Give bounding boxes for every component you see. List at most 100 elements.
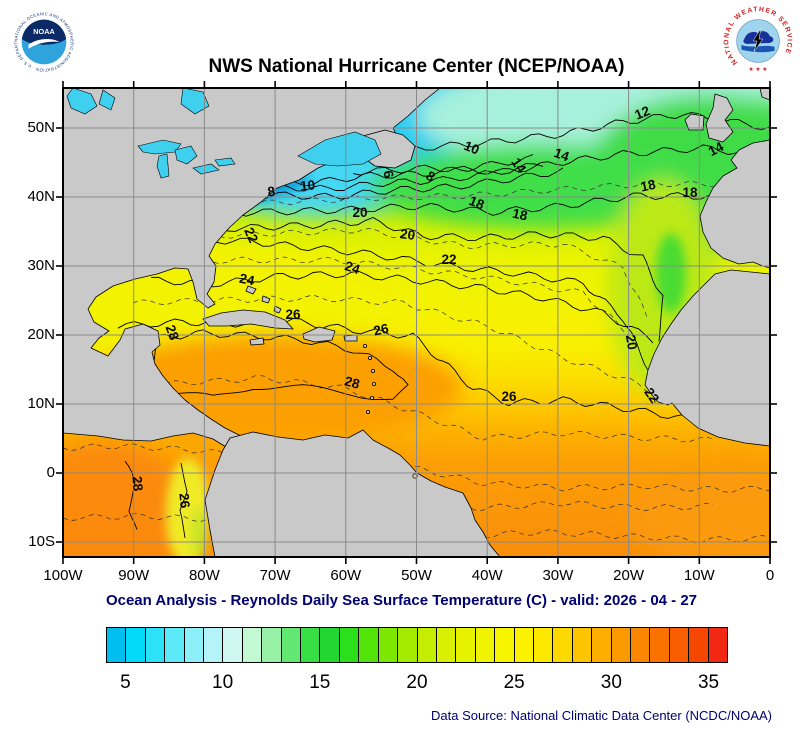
colorbar-cell-21 — [436, 628, 457, 662]
contour-label-26: 26 — [285, 307, 301, 322]
nws-stars: ★ ★ ★ — [749, 66, 768, 73]
land-antilles-4 — [371, 381, 376, 386]
contour-label-24: 24 — [343, 258, 362, 277]
colorbar-cell-15 — [320, 628, 340, 662]
land-cuba — [202, 309, 294, 330]
lon-label-60W: 60W — [330, 567, 362, 584]
contour-label-18: 18 — [682, 185, 698, 200]
nws-sea-icon — [741, 44, 775, 53]
lat-label-20N: 20N — [27, 326, 55, 343]
lon-label-0: 0 — [765, 567, 775, 584]
noaa-logo: NATIONAL OCEANIC AND ATMOSPHERIC ADMINIS… — [10, 8, 78, 76]
colorbar-cell-23 — [475, 628, 496, 662]
contour-label-10: 10 — [462, 138, 482, 158]
noaa-seagull-icon — [28, 38, 60, 49]
colorbar-label-25: 25 — [503, 672, 525, 693]
contour-label-10: 10 — [299, 177, 315, 193]
land-antilles-2 — [367, 355, 372, 360]
colorbar-cell-17 — [359, 628, 379, 662]
contour-label-22: 22 — [441, 252, 456, 267]
lake-ontario — [214, 157, 236, 167]
graticule — [63, 88, 770, 557]
contour-label-14: 14 — [706, 139, 727, 160]
land-south-america — [204, 429, 501, 557]
colorbar-cell-18 — [378, 628, 399, 662]
colorbar-cell-12 — [262, 628, 282, 662]
colorbar-cell-6 — [145, 628, 166, 662]
contour-label-22: 22 — [241, 225, 261, 245]
lon-label-40W: 40W — [471, 567, 503, 584]
land-africa — [644, 269, 770, 447]
lat-label-50N: 50N — [27, 119, 55, 136]
page-title: NWS National Hurricane Center (NCEP/NOAA… — [208, 56, 625, 77]
lon-label-30W: 30W — [542, 567, 574, 584]
axis-ticks — [56, 81, 777, 564]
colorbar-cell-31 — [630, 628, 651, 662]
colorbar-cell-33 — [669, 628, 690, 662]
contour-label-22: 22 — [641, 385, 662, 406]
colorbar-cell-35 — [708, 628, 727, 662]
contour-label-20: 20 — [352, 205, 367, 220]
colorbar-label-5: 5 — [120, 672, 131, 693]
solid-contour-lines — [117, 112, 770, 538]
colorbar-cell-20 — [417, 628, 437, 662]
contour-label-6: 6 — [380, 169, 396, 179]
colorbar-cell-4 — [107, 628, 127, 662]
colorbar-cell-8 — [184, 628, 205, 662]
contour-label-18: 18 — [639, 177, 657, 195]
lon-label-100W: 100W — [43, 567, 83, 584]
colorbar-cell-34 — [689, 628, 709, 662]
colorbar-cell-26 — [533, 628, 554, 662]
land-antilles-1 — [362, 343, 367, 348]
colorbar-cell-27 — [553, 628, 573, 662]
lat-label-10S: 10S — [28, 533, 55, 550]
noaa-wordmark: NOAA — [33, 27, 55, 36]
lon-label-90W: 90W — [118, 567, 150, 584]
colorbar-cell-32 — [650, 628, 670, 662]
contour-label-28: 28 — [129, 475, 145, 492]
map-subtitle: Ocean Analysis - Reynolds Daily Sea Surf… — [105, 592, 698, 609]
colorbar-label-15: 15 — [309, 672, 331, 693]
dashed-contour-lines — [63, 180, 770, 543]
colorbar-cell-30 — [611, 628, 631, 662]
gulf-st-lawrence — [297, 131, 382, 167]
lon-label-70W: 70W — [259, 567, 291, 584]
lake-ungava — [180, 88, 210, 115]
colorbar-cell-24 — [495, 628, 515, 662]
contour-label-26: 26 — [501, 389, 517, 404]
lakes — [66, 88, 382, 179]
lake-michigan — [156, 153, 170, 179]
colorbar-label-35: 35 — [697, 672, 720, 693]
colorbar-label-20: 20 — [406, 672, 428, 693]
colorbar-cell-11 — [242, 628, 263, 662]
land-jamaica — [249, 337, 265, 346]
nws-logo: NATIONAL WEATHER SERVICE ★ ★ ★ — [722, 5, 794, 77]
land-europe — [699, 139, 770, 269]
colorbar-label-30: 30 — [600, 672, 622, 693]
land-antilles-5 — [369, 395, 374, 400]
colorbar-cell-25 — [514, 628, 534, 662]
lake-james-bay — [66, 88, 98, 115]
contour-label-24: 24 — [238, 271, 256, 289]
lon-label-10W: 10W — [683, 567, 715, 584]
contour-label-26: 26 — [372, 321, 390, 339]
lake-superior — [137, 139, 182, 155]
colorbar-cell-19 — [398, 628, 418, 662]
land-britain — [705, 93, 734, 143]
colorbar-cell-10 — [223, 628, 243, 662]
lon-label-20W: 20W — [613, 567, 645, 584]
amazon-mouth-mark — [412, 473, 418, 479]
land-antilles-6 — [365, 409, 370, 414]
lake-huron — [174, 145, 198, 165]
colorbar-cell-9 — [204, 628, 224, 662]
lon-label-50W: 50W — [401, 567, 432, 584]
colorbar-label-10: 10 — [212, 672, 234, 693]
contour-label-20: 20 — [399, 226, 416, 243]
contour-label-14: 14 — [552, 145, 572, 164]
contour-label-26: 26 — [176, 492, 192, 509]
contour-label-12: 12 — [633, 103, 653, 123]
contour-label-28: 28 — [343, 373, 362, 392]
land-bahamas — [245, 285, 282, 314]
